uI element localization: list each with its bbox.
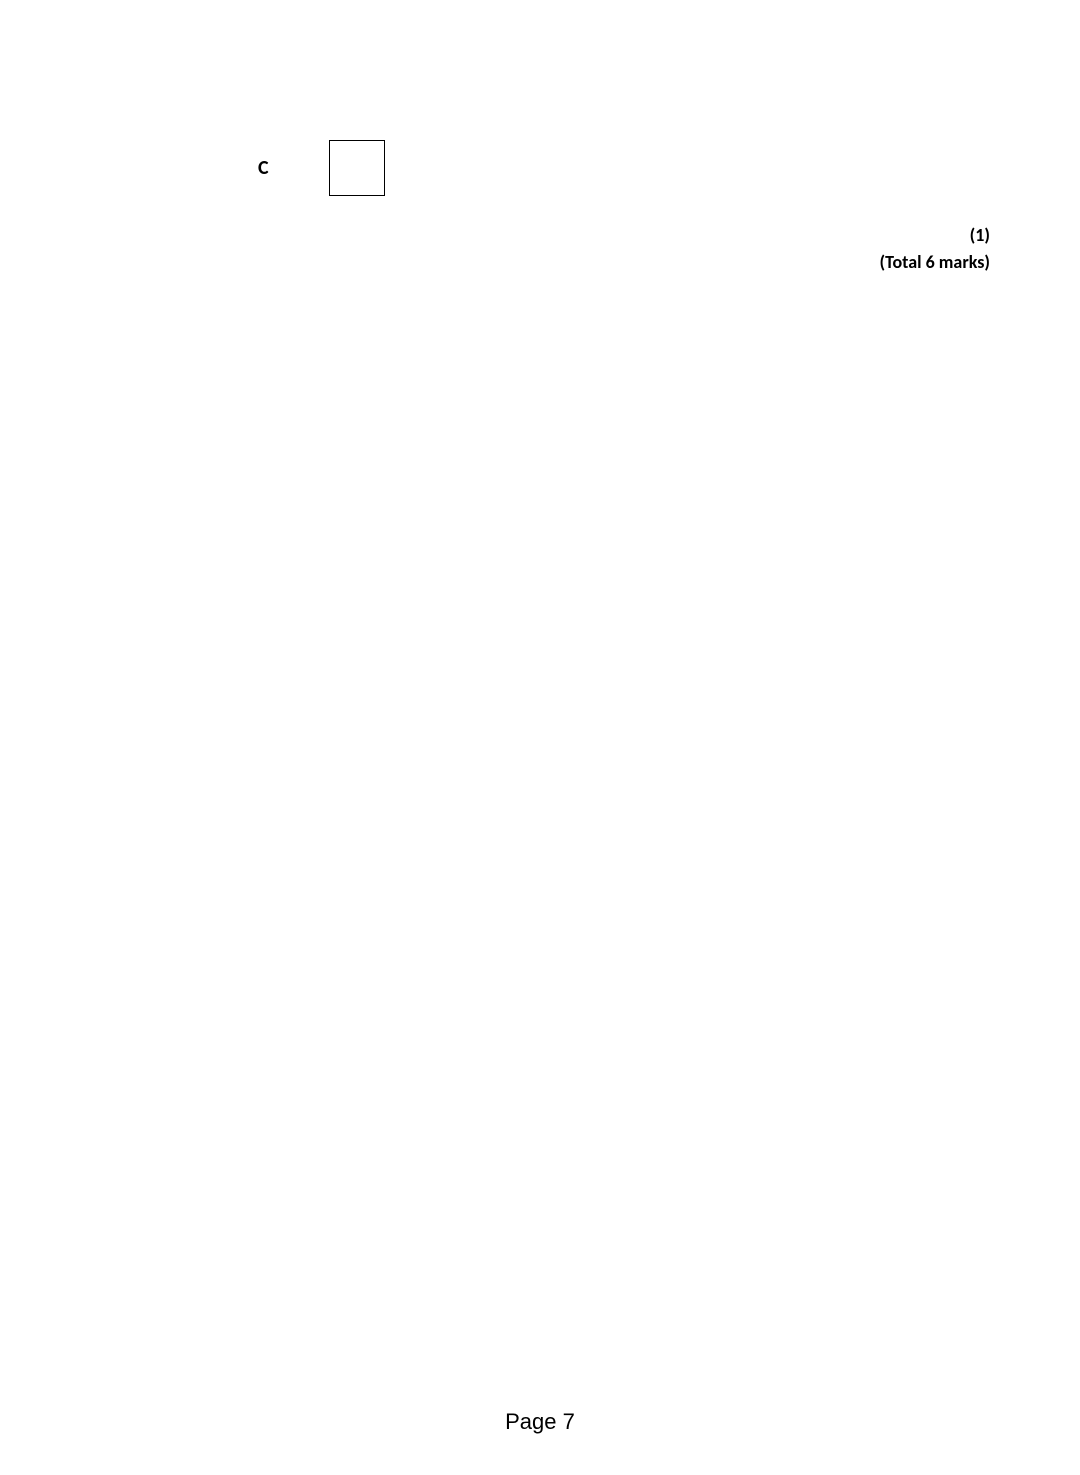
answer-box[interactable] [329,140,385,196]
page-number: Page 7 [505,1409,575,1434]
marks-block: (1) (Total 6 marks) [880,222,990,276]
option-row: C [258,140,385,196]
option-label-c: C [258,156,269,180]
page-footer: Page 7 [0,1409,1080,1435]
part-marks: (1) [880,222,990,249]
total-marks: (Total 6 marks) [880,249,990,276]
